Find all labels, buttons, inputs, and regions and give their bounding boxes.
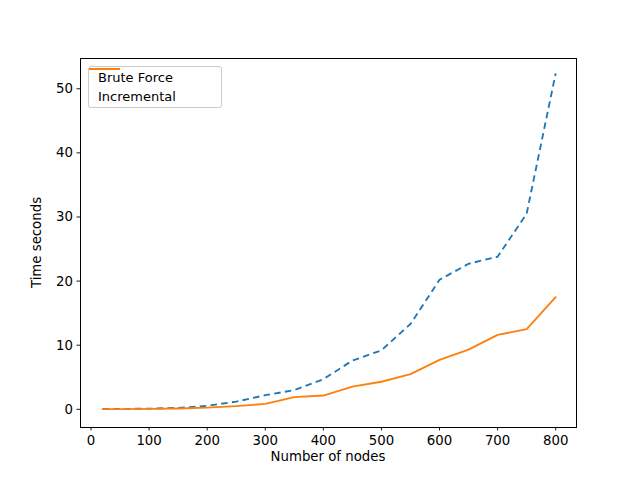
- x-tick-label: 200: [194, 433, 219, 448]
- x-tick-label: 400: [311, 433, 336, 448]
- y-tick-label: 20: [56, 274, 73, 289]
- x-tick-label: 100: [136, 433, 161, 448]
- legend-item-brute-force: Brute Force: [89, 69, 221, 87]
- y-tick-label: 30: [56, 209, 73, 224]
- x-tick-label: 0: [87, 433, 95, 448]
- legend-label-brute-force: Brute Force: [98, 71, 173, 84]
- y-tick-label: 10: [56, 338, 73, 353]
- series-line-brute-force: [103, 73, 556, 409]
- y-tick-label: 0: [65, 402, 73, 417]
- x-tick-label: 300: [253, 433, 278, 448]
- x-axis-label: Number of nodes: [80, 449, 576, 464]
- legend: Brute Force Incremental: [88, 66, 222, 108]
- legend-item-incremental: Incremental: [89, 88, 221, 106]
- plot-border: [80, 58, 576, 427]
- x-tick-label: 700: [485, 433, 510, 448]
- incremental-line-sample: [89, 67, 120, 71]
- y-axis-label: Time seconds: [29, 183, 44, 303]
- x-tick-label: 800: [543, 433, 568, 448]
- series-line-incremental: [103, 297, 556, 409]
- y-tick-label: 50: [56, 81, 73, 96]
- x-tick-label: 500: [369, 433, 394, 448]
- legend-label-incremental: Incremental: [98, 90, 176, 103]
- x-tick-label: 600: [427, 433, 452, 448]
- matplotlib-figure: 0 100 200 300 400 500 600 700 800 0 10 20 30 40 50 Num…: [0, 0, 640, 480]
- y-tick-label: 40: [56, 145, 73, 160]
